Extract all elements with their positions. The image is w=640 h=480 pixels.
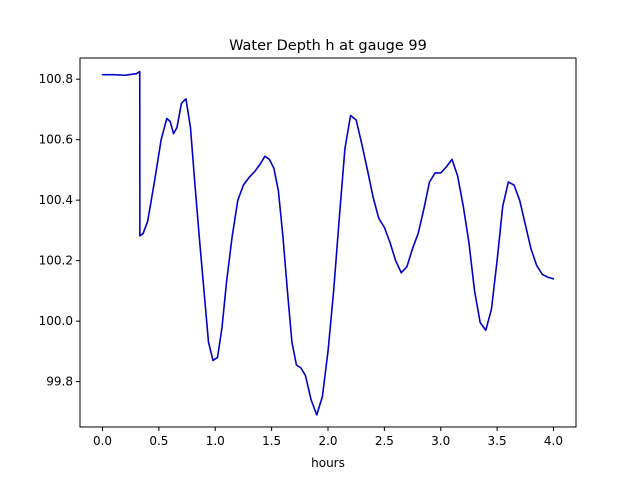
x-tick-label: 1.5 [262,434,281,448]
x-axis: 0.0 0.5 1.0 1.5 2.0 2.5 3.0 3.5 4.0 [93,427,563,448]
y-tick-label: 100.2 [39,254,73,268]
x-tick-label: 2.5 [375,434,394,448]
y-tick-label: 99.8 [46,375,73,389]
x-tick-label: 2.0 [318,434,337,448]
chart-title: Water Depth h at gauge 99 [229,38,427,54]
series-line [101,70,555,416]
x-tick-label: 3.0 [431,434,450,448]
y-tick-label: 100.6 [39,133,73,147]
x-tick-label: 0.0 [93,434,112,448]
x-tick-label: 4.0 [544,434,563,448]
x-tick-label: 3.5 [488,434,507,448]
y-tick-label: 100.0 [39,314,73,328]
y-axis: 99.8 100.0 100.2 100.4 100.6 100.8 [39,72,80,389]
y-tick-label: 100.8 [39,72,73,86]
x-axis-label: hours [311,456,345,470]
x-tick-label: 1.0 [206,434,225,448]
y-tick-label: 100.4 [39,193,73,207]
x-tick-label: 0.5 [149,434,168,448]
plot-area [101,70,555,416]
